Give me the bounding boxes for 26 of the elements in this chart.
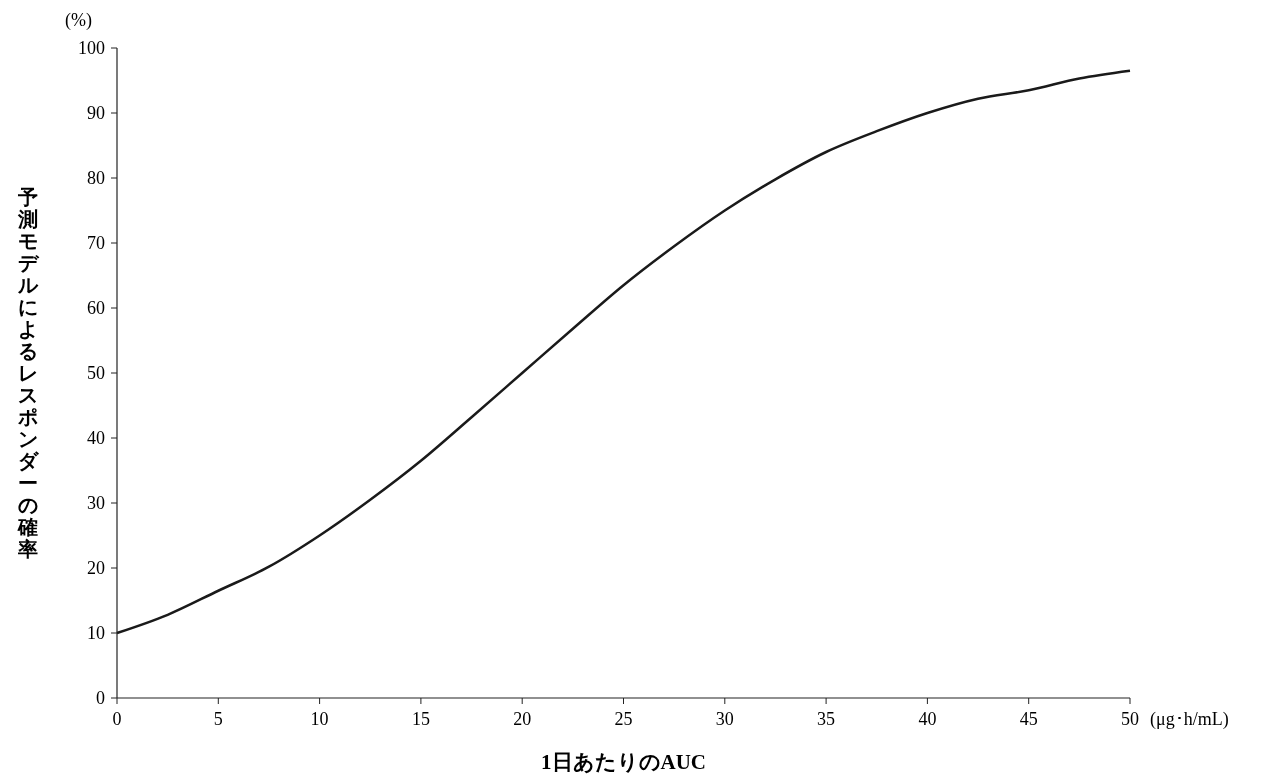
x-tick-label: 40 [918, 709, 937, 729]
y-tick-label: 40 [87, 428, 105, 448]
x-axis-title: 1日あたりのAUC [541, 750, 706, 774]
x-tick-label: 10 [310, 709, 329, 729]
text: 予測モデルによるレスポンダーの確率 [18, 186, 38, 560]
y-tick-label: 20 [87, 558, 105, 578]
y-tick-label: 80 [87, 168, 105, 188]
y-tick-label: 50 [87, 363, 105, 383]
x-tick-label: 20 [513, 709, 532, 729]
x-tick-label: 25 [614, 709, 633, 729]
x-tick-label: 50 [1121, 709, 1139, 729]
y-tick-label: 90 [87, 103, 105, 123]
y-tick-label: 60 [87, 298, 105, 318]
y-tick-label: 0 [96, 688, 105, 708]
y-tick-label: 100 [78, 38, 105, 58]
x-tick-label: 30 [715, 709, 734, 729]
text: (μg･h/mL) [1150, 709, 1229, 730]
x-tick-label: 15 [411, 709, 430, 729]
y-tick-label: 10 [87, 623, 105, 643]
x-tick-label: 35 [817, 709, 836, 729]
x-tick-label: 0 [112, 709, 122, 729]
y-tick-label: 70 [87, 233, 105, 253]
x-tick-label: 45 [1019, 709, 1038, 729]
x-tick-label: 5 [213, 709, 223, 729]
y-tick-label: 30 [87, 493, 105, 513]
text: (%) [65, 10, 92, 31]
